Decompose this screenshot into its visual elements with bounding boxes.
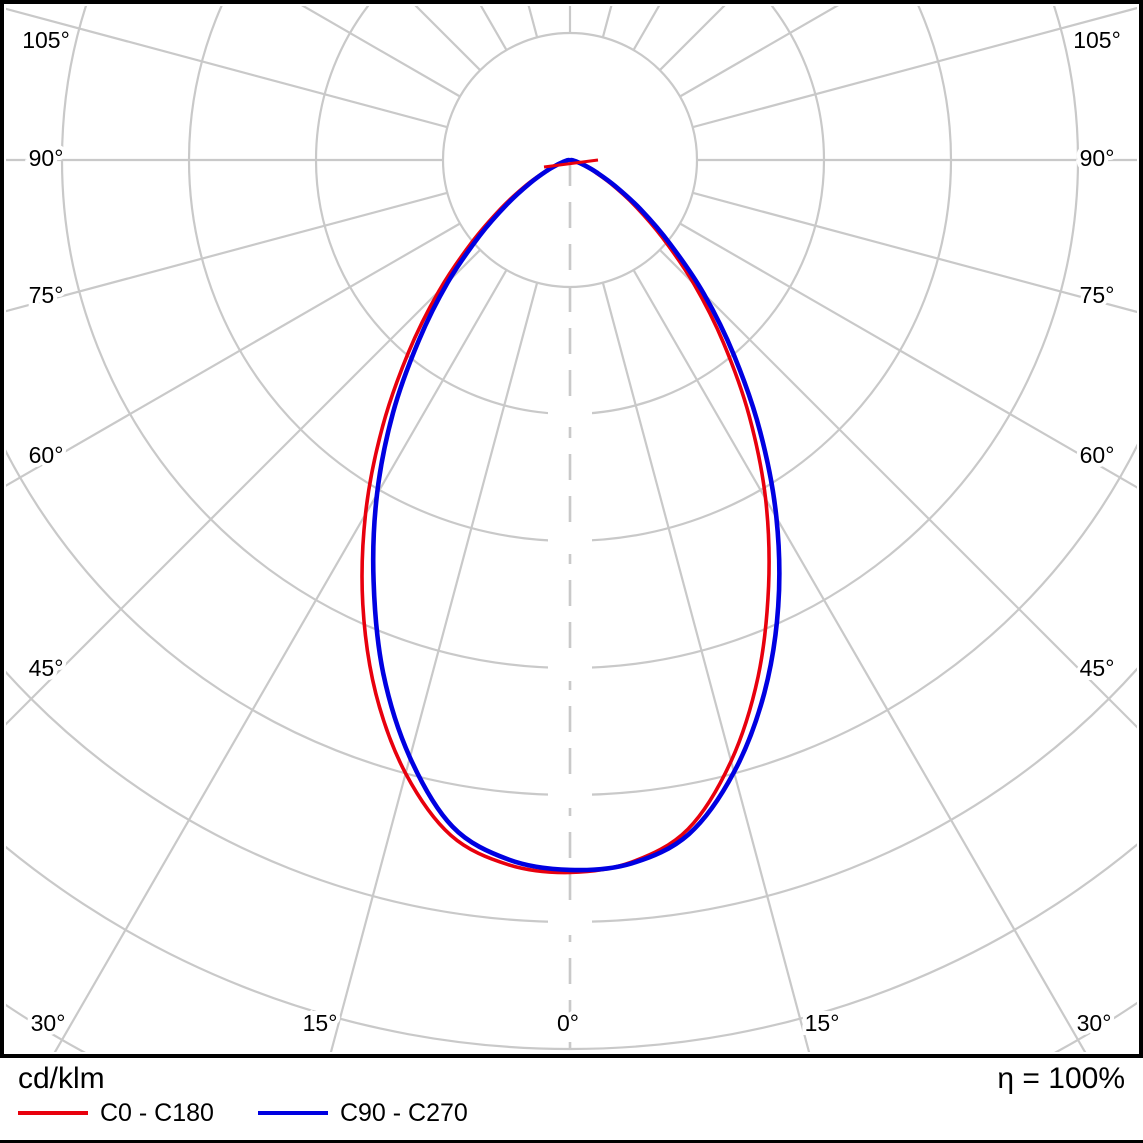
angle-label: 90° xyxy=(29,145,64,171)
grid-ray xyxy=(6,7,448,129)
angle-label: 0° xyxy=(557,1010,579,1036)
angle-label: 60° xyxy=(29,442,64,468)
angle-label: 75° xyxy=(1080,282,1115,308)
grid-ray xyxy=(692,6,1137,129)
angle-labels: 30° 15° 0° 15° 30° 45° 60° 75° 90° 105° 45° 60° 75° 9… xyxy=(18,23,1125,1040)
ring-label-box xyxy=(548,654,592,681)
grid-ray xyxy=(6,222,461,487)
ring-label-box xyxy=(548,781,592,808)
legend-swatch-blue-line xyxy=(257,1111,328,1115)
grid-ray xyxy=(6,191,448,313)
angle-label: 60° xyxy=(1080,442,1115,468)
angle-label: 15° xyxy=(303,1010,338,1036)
legend-swatch-red-line xyxy=(18,1111,88,1115)
angle-label: 30° xyxy=(1077,1010,1112,1036)
ring-label-box xyxy=(548,527,592,554)
legend-label-c90-c270: C90 - C270 xyxy=(339,1099,468,1127)
curve-c90-c270 xyxy=(370,157,782,873)
grid-ray xyxy=(329,282,539,1052)
unit-label: cd/klm xyxy=(18,1062,105,1095)
ring-label-box xyxy=(548,400,592,427)
grid-ray xyxy=(659,249,1137,729)
legend-label-c0-c180: C0 - C180 xyxy=(100,1099,214,1127)
angle-label: 45° xyxy=(29,655,64,681)
legend-top-row: cd/klm η = 100% xyxy=(18,1063,1125,1095)
angle-label: 90° xyxy=(1080,145,1115,171)
plot-frame xyxy=(0,0,1143,1058)
efficiency-label: η = 100% xyxy=(997,1062,1125,1095)
legend-item-c90-c270: C90 - C270 xyxy=(257,1099,468,1127)
legend-item-c0-c180: C0 - C180 xyxy=(18,1100,214,1126)
legend-items: C0 - C180 C90 - C270 xyxy=(18,1100,1125,1126)
angle-label: 30° xyxy=(31,1010,66,1036)
ring-label-box xyxy=(548,908,592,935)
grid-ray xyxy=(6,249,481,726)
polar-chart-svg: 30° 15° 0° 15° 30° 45° 60° 75° 90° 105° 45° 60° 75° 9… xyxy=(0,0,1143,1058)
angle-label: 105° xyxy=(1073,27,1121,53)
angle-label: 75° xyxy=(29,282,64,308)
legend-bar: cd/klm η = 100% C0 - C180 C90 - C270 xyxy=(0,1058,1143,1143)
intensity-curves xyxy=(360,157,782,875)
grid-ray xyxy=(601,282,811,1052)
angle-label: 15° xyxy=(805,1010,840,1036)
grid-ray xyxy=(692,191,1137,314)
angle-label: 105° xyxy=(22,27,70,53)
angle-label: 45° xyxy=(1080,655,1115,681)
c0-plane-center-tick xyxy=(543,158,599,169)
grid-ray xyxy=(679,222,1137,489)
